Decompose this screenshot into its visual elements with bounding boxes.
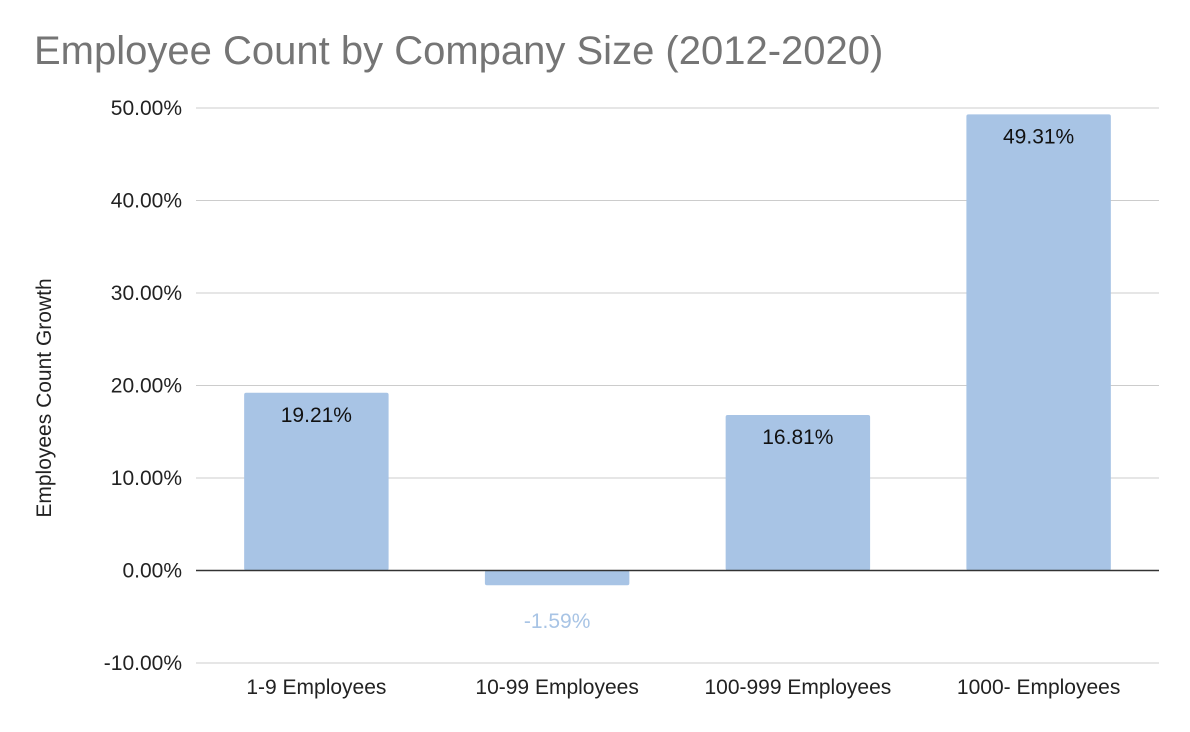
y-axis-ticks: -10.00% 0.00% 10.00% 20.00% 30.00% 40.00% 50.0… [104,97,182,675]
x-tick-label: 10-99 Employees [475,676,638,699]
y-axis-label: Employees Count Growth [33,278,56,517]
y-tick-label: 10.00% [111,467,182,490]
x-axis-ticks: 1-9 Employees 10-99 Employees 100-999 Empl… [246,676,1120,699]
data-label: 49.31% [1003,125,1074,148]
y-tick-label: 40.00% [111,190,182,213]
chart-title: Employee Count by Company Size (2012-202… [34,29,883,73]
y-tick-label: 30.00% [111,282,182,305]
bar [725,415,871,571]
bar [484,570,630,586]
bar [244,392,389,571]
bar [966,114,1111,571]
data-label: -1.59% [524,610,591,633]
bars [244,114,1111,586]
y-tick-label: 50.00% [111,97,182,120]
x-tick-label: 100-999 Employees [704,676,891,699]
data-labels: 19.21% -1.59% 16.81% 49.31% [281,125,1074,633]
y-tick-label: 0.00% [122,560,182,583]
y-tick-label: -10.00% [104,652,182,675]
x-tick-label: 1000- Employees [957,676,1120,699]
x-tick-label: 1-9 Employees [246,676,386,699]
y-tick-label: 20.00% [111,375,182,398]
data-label: 16.81% [762,426,833,449]
data-label: 19.21% [281,404,352,427]
